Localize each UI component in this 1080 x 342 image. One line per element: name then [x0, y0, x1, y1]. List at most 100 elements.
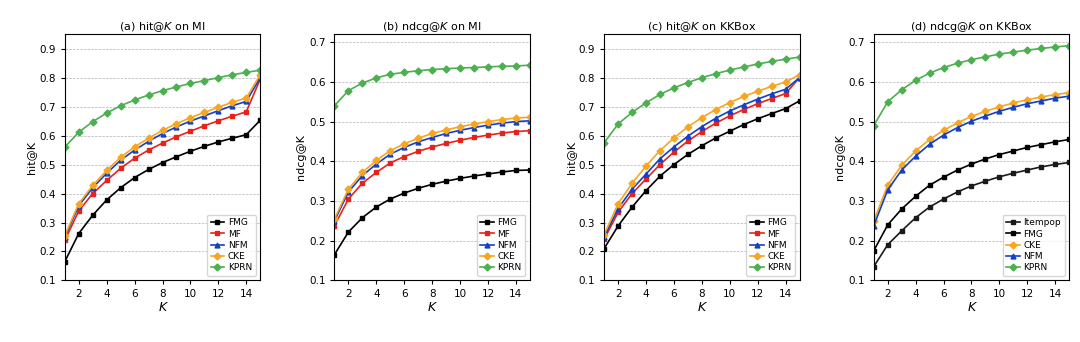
CKE	[440, 128, 453, 132]
MF	[100, 179, 113, 183]
FMG	[667, 162, 680, 167]
KPRN	[681, 80, 694, 84]
FMG	[356, 216, 369, 220]
NFM	[639, 172, 652, 176]
FMG	[143, 168, 156, 172]
MF	[143, 148, 156, 152]
CKE	[765, 84, 778, 88]
KPRN	[426, 67, 438, 71]
KPRN	[867, 123, 880, 128]
FMG	[129, 175, 141, 180]
FMG	[611, 224, 624, 228]
MF	[129, 156, 141, 160]
CKE	[724, 101, 737, 105]
X-axis label: K: K	[968, 301, 975, 314]
NFM	[58, 235, 71, 239]
MF	[653, 162, 666, 167]
Line: KPRN: KPRN	[332, 63, 532, 108]
CKE	[639, 164, 652, 168]
CKE	[226, 100, 239, 104]
FMG	[1007, 149, 1020, 153]
Line: NFM: NFM	[602, 75, 802, 239]
NFM	[383, 152, 396, 156]
KPRN	[710, 71, 723, 76]
FMG	[738, 122, 751, 127]
FMG	[397, 191, 410, 195]
Itempop	[993, 175, 1005, 179]
NFM	[156, 132, 168, 136]
NFM	[426, 135, 438, 140]
KPRN	[937, 66, 950, 70]
NFM	[867, 224, 880, 228]
NFM	[752, 97, 765, 101]
CKE	[100, 168, 113, 172]
NFM	[397, 145, 410, 149]
NFM	[653, 157, 666, 161]
NFM	[667, 145, 680, 149]
MF	[369, 170, 382, 174]
CKE	[170, 122, 183, 126]
Itempop	[966, 184, 978, 188]
KPRN	[468, 66, 481, 70]
Legend: FMG, MF, NFM, CKE, KPRN: FMG, MF, NFM, CKE, KPRN	[746, 215, 795, 276]
NFM	[129, 148, 141, 152]
MF	[226, 114, 239, 118]
NFM	[978, 114, 991, 118]
NFM	[909, 154, 922, 158]
FMG	[240, 133, 253, 137]
FMG	[426, 182, 438, 186]
CKE	[524, 115, 537, 119]
KPRN	[779, 57, 792, 61]
NFM	[765, 92, 778, 96]
Title: (d) ndcg@$K$ on KKBox: (d) ndcg@$K$ on KKBox	[910, 20, 1034, 34]
KPRN	[793, 55, 806, 59]
Itempop	[937, 197, 950, 201]
NFM	[1021, 102, 1034, 106]
Line: FMG: FMG	[332, 168, 532, 257]
Itempop	[895, 229, 908, 233]
Line: CKE: CKE	[602, 72, 802, 237]
NFM	[611, 207, 624, 211]
Line: MF: MF	[332, 128, 532, 228]
KPRN	[86, 120, 99, 124]
KPRN	[611, 122, 624, 126]
Legend: FMG, MF, NFM, CKE, KPRN: FMG, MF, NFM, CKE, KPRN	[476, 215, 525, 276]
FMG	[482, 172, 495, 176]
CKE	[895, 163, 908, 167]
KPRN	[881, 100, 894, 104]
FMG	[369, 205, 382, 209]
NFM	[143, 139, 156, 143]
Line: KPRN: KPRN	[63, 68, 262, 149]
CKE	[184, 116, 197, 120]
CKE	[129, 145, 141, 149]
Itempop	[1063, 160, 1076, 165]
X-axis label: K: K	[698, 301, 706, 314]
Itempop	[1049, 162, 1062, 167]
KPRN	[1021, 48, 1034, 52]
KPRN	[639, 101, 652, 105]
MF	[738, 107, 751, 111]
FMG	[198, 144, 211, 148]
FMG	[597, 247, 610, 251]
Itempop	[1021, 168, 1034, 172]
FMG	[170, 155, 183, 159]
CKE	[978, 109, 991, 113]
KPRN	[170, 85, 183, 89]
MF	[710, 121, 723, 125]
KPRN	[978, 55, 991, 59]
CKE	[951, 121, 964, 125]
FMG	[72, 232, 85, 236]
NFM	[724, 109, 737, 113]
CKE	[72, 202, 85, 206]
FMG	[100, 198, 113, 202]
KPRN	[724, 68, 737, 72]
MF	[724, 114, 737, 118]
CKE	[510, 116, 523, 120]
KPRN	[1035, 47, 1048, 51]
CKE	[58, 234, 71, 238]
CKE	[1007, 101, 1020, 105]
NFM	[524, 119, 537, 123]
NFM	[328, 219, 341, 223]
FMG	[639, 188, 652, 193]
FMG	[966, 162, 978, 166]
